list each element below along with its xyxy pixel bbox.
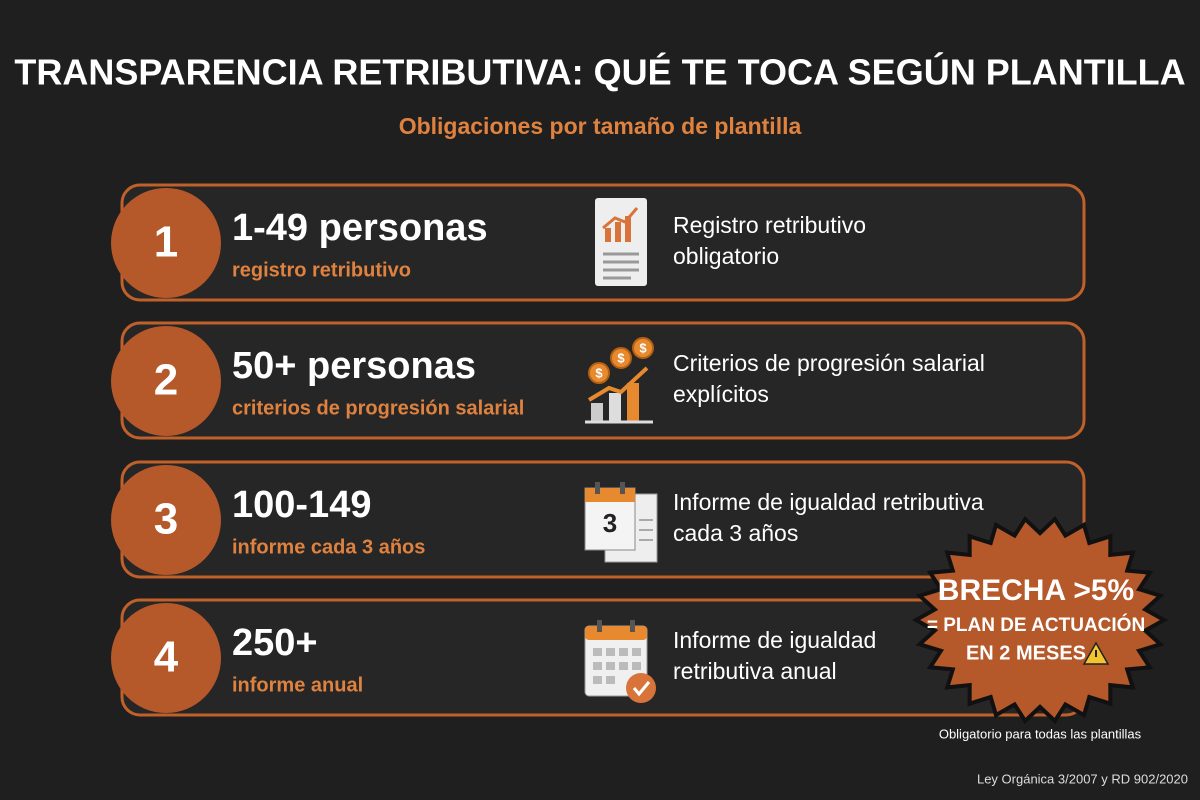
badge-line: = PLAN DE ACTUACIÓN bbox=[927, 614, 1145, 636]
row-heading: 250+ bbox=[232, 622, 318, 664]
badge-line: BRECHA >5% bbox=[938, 574, 1134, 607]
row-number-circle bbox=[111, 188, 221, 298]
row-description: obligatorio bbox=[673, 243, 779, 269]
annual-calendar-icon bbox=[584, 620, 656, 703]
row-description: Registro retributivo bbox=[673, 212, 866, 238]
coin: $ bbox=[639, 340, 647, 355]
subtitle: Obligaciones por tamaño de plantilla bbox=[399, 113, 802, 139]
footer: Ley Orgánica 3/2007 y RD 902/2020 bbox=[977, 771, 1188, 786]
row-subheading: informe cada 3 años bbox=[232, 536, 425, 558]
badge-shape bbox=[911, 515, 1169, 725]
row-number-circle bbox=[111, 326, 221, 436]
row-heading: 50+ personas bbox=[232, 345, 476, 387]
badge-line: EN 2 MESES bbox=[966, 642, 1086, 664]
row-subheading: registro retributivo bbox=[232, 259, 411, 281]
row-description: retributiva anual bbox=[673, 658, 837, 684]
calendar-day: 3 bbox=[603, 508, 617, 538]
warning-icon bbox=[1082, 641, 1110, 665]
row-description: Informe de igualdad retributiva bbox=[673, 489, 984, 515]
row-subheading: criterios de progresión salarial bbox=[232, 397, 524, 419]
document-icon bbox=[595, 198, 647, 286]
coin: $ bbox=[617, 350, 625, 365]
row-subheading: informe anual bbox=[232, 674, 363, 696]
row-number-circle bbox=[111, 465, 221, 575]
calendar-icon: 3 bbox=[584, 482, 658, 563]
row-description: Criterios de progresión salarial bbox=[673, 350, 985, 376]
row-number: 4 bbox=[154, 633, 179, 682]
row-number: 1 bbox=[154, 218, 178, 267]
row-description: Informe de igualdad bbox=[673, 627, 876, 653]
row-heading: 100-149 bbox=[232, 484, 371, 526]
coin: $ bbox=[595, 365, 603, 380]
row-number-circle bbox=[111, 603, 221, 713]
row-description: cada 3 años bbox=[673, 520, 798, 546]
row-description: explícitos bbox=[673, 381, 769, 407]
row-number: 3 bbox=[154, 495, 178, 544]
title: TRANSPARENCIA RETRIBUTIVA: QUÉ TE TOCA S… bbox=[14, 51, 1185, 93]
row-number: 2 bbox=[154, 356, 178, 405]
row-heading: 1-49 personas bbox=[232, 207, 488, 249]
growth-icon: $ $ $ bbox=[585, 337, 654, 424]
badge-note: Obligatorio para todas las plantillas bbox=[939, 726, 1142, 741]
